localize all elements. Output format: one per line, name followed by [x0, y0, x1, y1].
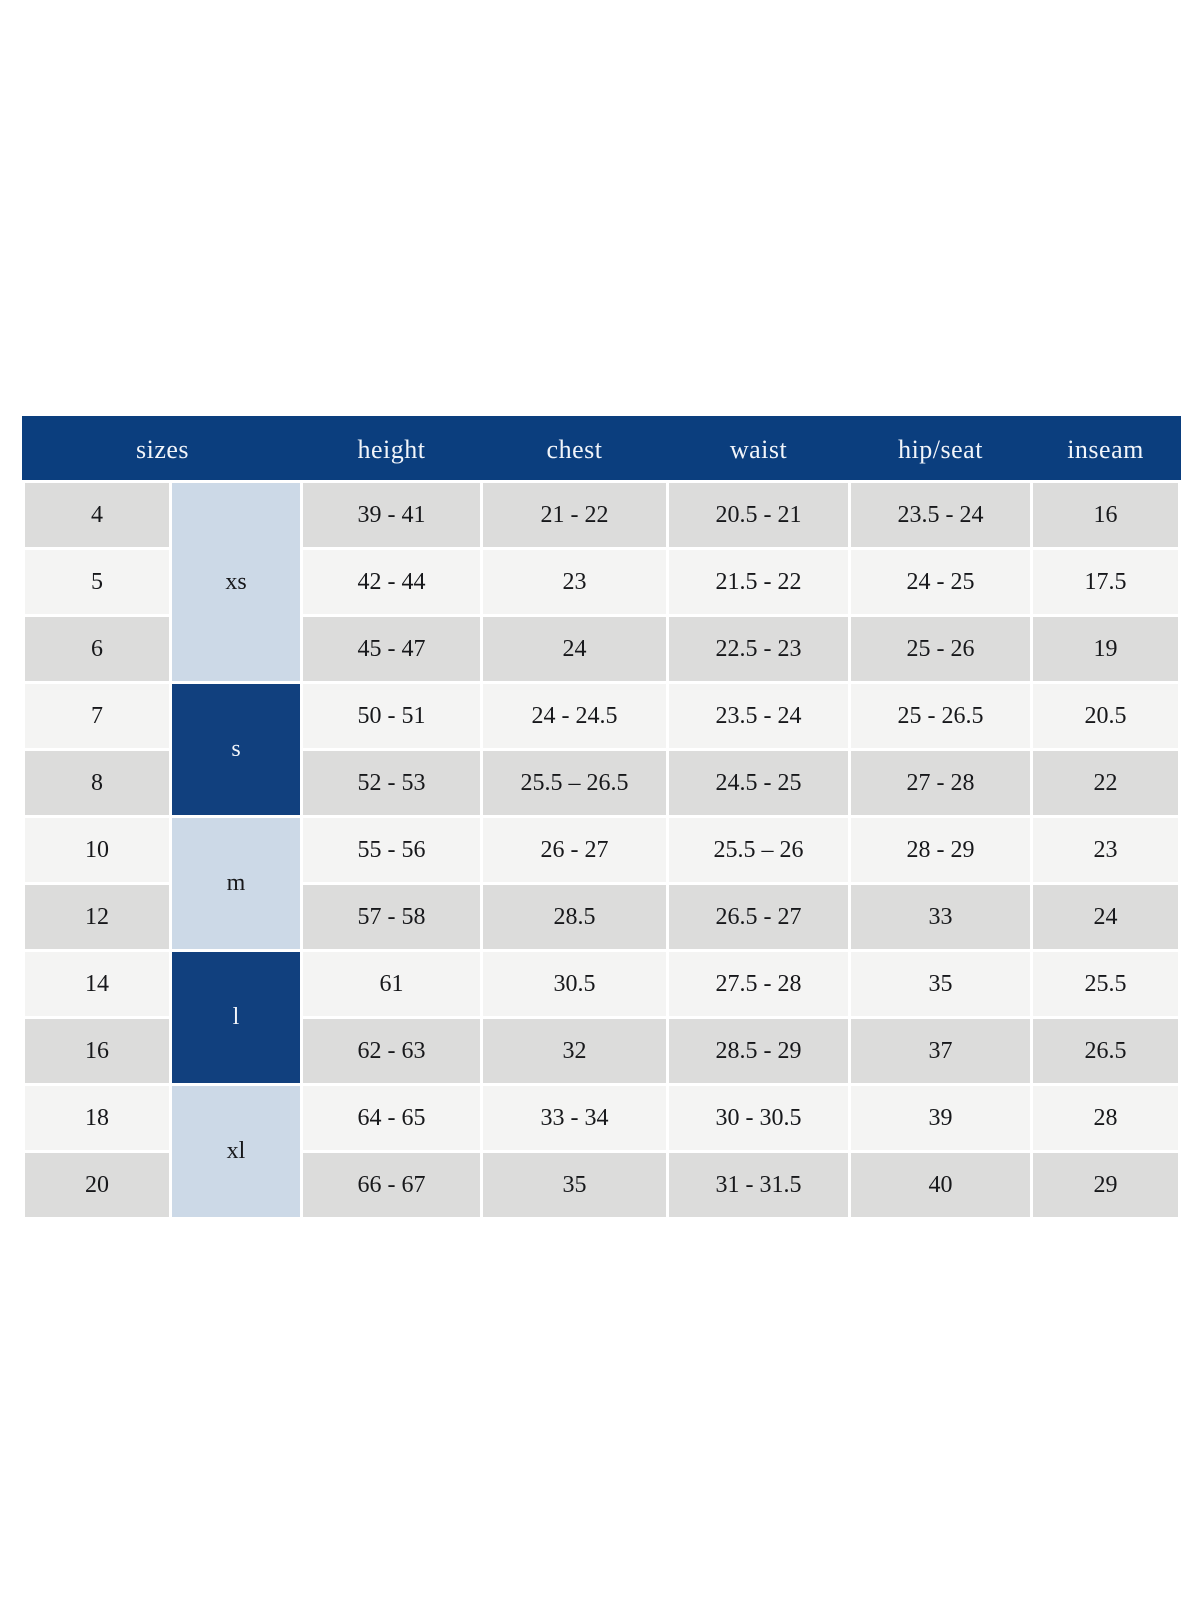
height-cell: 39 - 41: [300, 480, 484, 550]
height-cell: 64 - 65: [300, 1083, 484, 1153]
chest-cell: 21 - 22: [480, 480, 670, 550]
size-number-cell: 4: [22, 480, 172, 550]
size-number-cell: 16: [22, 1016, 172, 1086]
inseam-cell: 29: [1030, 1150, 1182, 1220]
table-row: 16 62 - 63 32 28.5 - 29 37 26.5: [22, 1016, 1182, 1086]
hip-seat-cell: 25 - 26.5: [848, 681, 1034, 751]
size-group-cell-xl: xl: [168, 1083, 304, 1220]
waist-cell: 23.5 - 24: [666, 681, 852, 751]
inseam-cell: 23: [1030, 815, 1182, 885]
inseam-cell: 17.5: [1030, 547, 1182, 617]
chest-cell: 30.5: [480, 949, 670, 1019]
table-row: 10 m 55 - 56 26 - 27 25.5 – 26 28 - 29 23: [22, 815, 1182, 952]
height-cell: 50 - 51: [300, 681, 484, 751]
size-chart-table: sizes height chest waist hip/seat inseam…: [21, 416, 1182, 1220]
size-group-cell-xs: xs: [168, 480, 304, 684]
header-sizes: sizes: [21, 416, 304, 483]
chest-cell: 32: [480, 1016, 670, 1086]
size-number-cell: 6: [22, 614, 172, 684]
chest-cell: 24: [480, 614, 670, 684]
header-waist: waist: [666, 416, 852, 483]
size-chart: sizes height chest waist hip/seat inseam…: [21, 416, 1182, 1220]
header-hip-seat: hip/seat: [848, 416, 1034, 483]
header-height: height: [300, 416, 484, 483]
inseam-cell: 24: [1030, 882, 1182, 952]
header-inseam: inseam: [1030, 416, 1182, 483]
size-group-cell-m: m: [168, 815, 304, 952]
chest-cell: 33 - 34: [480, 1083, 670, 1153]
table-row: 18 xl 64 - 65 33 - 34 30 - 30.5 39 28: [22, 1083, 1182, 1220]
waist-cell: 20.5 - 21: [666, 480, 852, 550]
height-cell: 66 - 67: [300, 1150, 484, 1220]
inseam-cell: 25.5: [1030, 949, 1182, 1019]
height-cell: 62 - 63: [300, 1016, 484, 1086]
header-row: sizes height chest waist hip/seat inseam: [21, 416, 1182, 483]
height-cell: 52 - 53: [300, 748, 484, 818]
size-number-cell: 10: [22, 815, 172, 885]
chest-cell: 23: [480, 547, 670, 617]
hip-seat-cell: 23.5 - 24: [848, 480, 1034, 550]
hip-seat-cell: 27 - 28: [848, 748, 1034, 818]
table-row: 4 xs 39 - 41 21 - 22 20.5 - 21 23.5 - 24 16: [22, 480, 1182, 684]
inseam-cell: 22: [1030, 748, 1182, 818]
size-group-cell-l: l: [168, 949, 304, 1086]
waist-cell: 21.5 - 22: [666, 547, 852, 617]
hip-seat-cell: 40: [848, 1150, 1034, 1220]
hip-seat-cell: 39: [848, 1083, 1034, 1153]
size-number-cell: 18: [22, 1083, 172, 1153]
table-row: 8 52 - 53 25.5 – 26.5 24.5 - 25 27 - 28 22: [22, 748, 1182, 818]
table-row: 12 57 - 58 28.5 26.5 - 27 33 24: [22, 882, 1182, 952]
size-number-cell: 7: [22, 681, 172, 751]
hip-seat-cell: 24 - 25: [848, 547, 1034, 617]
waist-cell: 30 - 30.5: [666, 1083, 852, 1153]
hip-seat-cell: 28 - 29: [848, 815, 1034, 885]
hip-seat-cell: 35: [848, 949, 1034, 1019]
inseam-cell: 16: [1030, 480, 1182, 550]
height-cell: 55 - 56: [300, 815, 484, 885]
table-row: 7 s 50 - 51 24 - 24.5 23.5 - 24 25 - 26.5 20.5: [22, 681, 1182, 818]
size-number-cell: 5: [22, 547, 172, 617]
inseam-cell: 28: [1030, 1083, 1182, 1153]
height-cell: 45 - 47: [300, 614, 484, 684]
height-cell: 61: [300, 949, 484, 1019]
size-group-cell-s: s: [168, 681, 304, 818]
height-cell: 57 - 58: [300, 882, 484, 952]
size-number-cell: 20: [22, 1150, 172, 1220]
inseam-cell: 26.5: [1030, 1016, 1182, 1086]
table-row: 20 66 - 67 35 31 - 31.5 40 29: [22, 1150, 1182, 1220]
table-row: 5 42 - 44 23 21.5 - 22 24 - 25 17.5: [22, 547, 1182, 617]
size-number-cell: 14: [22, 949, 172, 1019]
chest-cell: 25.5 – 26.5: [480, 748, 670, 818]
waist-cell: 26.5 - 27: [666, 882, 852, 952]
chest-cell: 28.5: [480, 882, 670, 952]
inseam-cell: 19: [1030, 614, 1182, 684]
hip-seat-cell: 33: [848, 882, 1034, 952]
height-cell: 42 - 44: [300, 547, 484, 617]
chest-cell: 26 - 27: [480, 815, 670, 885]
waist-cell: 22.5 - 23: [666, 614, 852, 684]
waist-cell: 25.5 – 26: [666, 815, 852, 885]
waist-cell: 28.5 - 29: [666, 1016, 852, 1086]
waist-cell: 24.5 - 25: [666, 748, 852, 818]
size-number-cell: 12: [22, 882, 172, 952]
table-row: 14 l 61 30.5 27.5 - 28 35 25.5: [22, 949, 1182, 1086]
chest-cell: 35: [480, 1150, 670, 1220]
hip-seat-cell: 37: [848, 1016, 1034, 1086]
table-row: 6 45 - 47 24 22.5 - 23 25 - 26 19: [22, 614, 1182, 684]
waist-cell: 27.5 - 28: [666, 949, 852, 1019]
size-number-cell: 8: [22, 748, 172, 818]
header-chest: chest: [480, 416, 670, 483]
hip-seat-cell: 25 - 26: [848, 614, 1034, 684]
inseam-cell: 20.5: [1030, 681, 1182, 751]
waist-cell: 31 - 31.5: [666, 1150, 852, 1220]
chest-cell: 24 - 24.5: [480, 681, 670, 751]
